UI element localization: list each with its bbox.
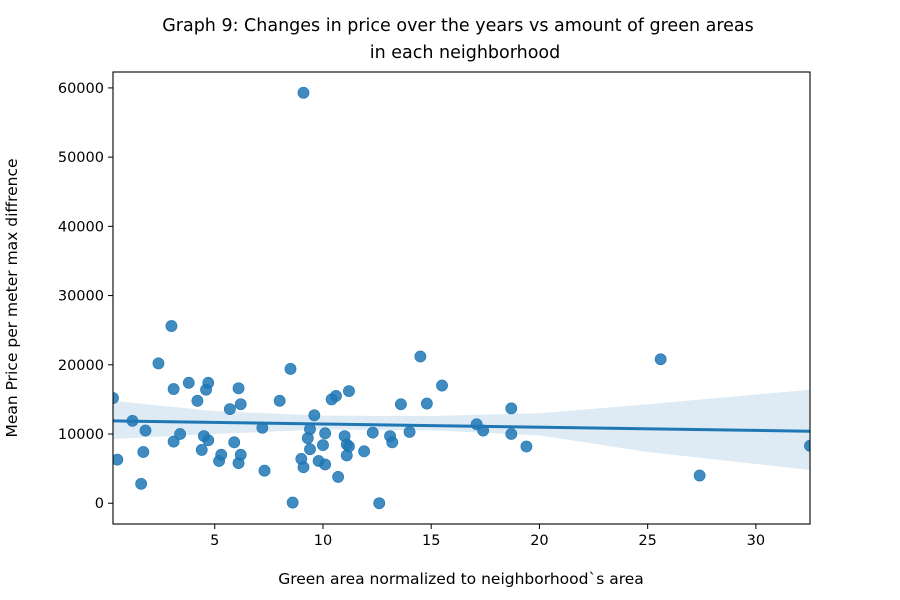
scatter-point	[693, 469, 706, 482]
scatter-point	[152, 357, 165, 370]
scatter-point	[167, 383, 180, 395]
scatter-point	[386, 436, 399, 449]
axes: 5 10 15 20 25 30 0 10000 20000 30000 40000 50000 600…	[58, 71, 811, 549]
y-tick-label: 10000	[58, 427, 104, 443]
chart-title: Graph 9: Changes in price over the years…	[162, 16, 754, 63]
x-tick-label: 20	[530, 533, 548, 549]
scatter-point	[330, 390, 342, 402]
scatter-point	[654, 353, 667, 366]
x-tick-label: 25	[638, 533, 656, 549]
scatter-point	[113, 453, 124, 466]
scatter-point	[284, 363, 297, 375]
scatter-point	[319, 458, 332, 471]
plot-content	[113, 86, 810, 510]
x-tick-label: 10	[314, 533, 332, 549]
chart-title-line-2: in each neighborhood	[370, 43, 561, 63]
scatter-point	[135, 477, 148, 490]
scatter-point	[317, 439, 329, 451]
scatter-point	[394, 398, 407, 411]
chart-title-line-1: Graph 9: Changes in price over the years…	[162, 16, 754, 36]
scatter-point	[234, 448, 247, 461]
scatter-point	[273, 394, 286, 407]
scatter-point	[436, 379, 448, 392]
scatter-point	[373, 497, 386, 510]
scatter-point	[308, 409, 321, 422]
scatter-point	[343, 440, 355, 453]
y-tick-label: 50000	[58, 150, 104, 166]
scatter-point	[223, 403, 236, 415]
scatter-point	[191, 394, 204, 407]
scatter-point	[319, 427, 332, 440]
scatter-point	[520, 440, 533, 453]
scatter-point	[403, 426, 416, 438]
scatter-point	[258, 464, 271, 477]
x-tick-label: 15	[422, 533, 440, 549]
scatter-point	[297, 86, 310, 99]
scatter-point	[167, 435, 180, 448]
x-axis-label: Green area normalized to neighborhood`s …	[278, 570, 644, 588]
scatter-point	[137, 446, 150, 458]
scatter-point	[505, 428, 518, 440]
y-tick-label: 0	[95, 496, 104, 512]
scatter-point	[332, 471, 345, 483]
y-axis-label: Mean Price per meter max diffrence	[3, 158, 21, 437]
scatter-point	[232, 382, 245, 395]
scatter-point	[165, 320, 178, 332]
x-tick-label: 30	[747, 533, 765, 549]
scatter-point	[139, 424, 152, 437]
scatter-point	[343, 385, 355, 397]
scatter-point	[174, 428, 187, 440]
scatter-point	[366, 426, 379, 439]
scatter-point	[286, 496, 299, 509]
scatter-point	[195, 444, 208, 456]
scatter-point	[304, 443, 316, 456]
scatter-point	[358, 445, 370, 458]
regression-line	[113, 419, 810, 433]
scatter-point	[215, 448, 228, 461]
plot-frame	[112, 71, 811, 525]
scatter-point	[505, 402, 518, 415]
scatter-point	[420, 397, 433, 410]
y-tick-label: 20000	[58, 358, 104, 374]
scatter-point	[297, 461, 310, 474]
scatter-point	[228, 436, 241, 449]
scatter-point	[414, 350, 427, 363]
y-tick-label: 40000	[58, 219, 104, 235]
confidence-band	[113, 389, 810, 471]
scatter-point	[202, 434, 215, 447]
scatter-point	[804, 439, 810, 452]
plot-area	[113, 86, 810, 510]
scatter-point	[234, 398, 247, 411]
x-tick-label: 5	[210, 533, 219, 549]
y-tick-label: 30000	[58, 289, 104, 305]
scatter-point	[182, 376, 195, 389]
y-tick-label: 60000	[58, 81, 104, 97]
scatter-point	[202, 376, 215, 389]
